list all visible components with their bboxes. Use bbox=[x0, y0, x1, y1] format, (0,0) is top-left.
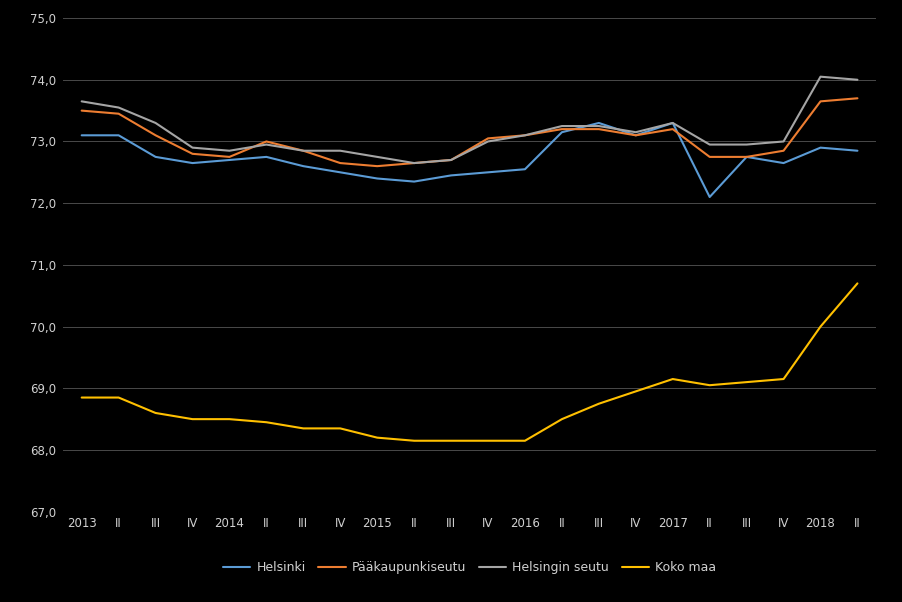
Pääkaupunkiseutu bbox=[519, 132, 529, 139]
Helsingin seutu bbox=[741, 141, 751, 148]
Koko maa bbox=[482, 437, 492, 444]
Koko maa bbox=[593, 400, 603, 408]
Pääkaupunkiseutu bbox=[113, 110, 124, 117]
Helsingin seutu bbox=[778, 138, 788, 145]
Pääkaupunkiseutu bbox=[556, 125, 566, 132]
Koko maa bbox=[815, 323, 825, 330]
Helsingin seutu bbox=[224, 147, 235, 154]
Helsingin seutu bbox=[704, 141, 714, 148]
Helsinki bbox=[667, 119, 677, 126]
Koko maa bbox=[224, 415, 235, 423]
Helsinki bbox=[630, 132, 640, 139]
Koko maa bbox=[372, 434, 382, 441]
Pääkaupunkiseutu bbox=[372, 163, 382, 170]
Helsingin seutu bbox=[261, 141, 272, 148]
Koko maa bbox=[261, 418, 272, 426]
Koko maa bbox=[851, 280, 862, 287]
Helsinki bbox=[113, 132, 124, 139]
Helsinki bbox=[261, 154, 272, 161]
Koko maa bbox=[446, 437, 456, 444]
Pääkaupunkiseutu bbox=[261, 138, 272, 145]
Koko maa bbox=[778, 376, 788, 383]
Helsingin seutu bbox=[372, 154, 382, 161]
Pääkaupunkiseutu bbox=[224, 154, 235, 161]
Helsingin seutu bbox=[409, 160, 419, 167]
Line: Helsinki: Helsinki bbox=[81, 123, 857, 197]
Pääkaupunkiseutu bbox=[446, 157, 456, 164]
Koko maa bbox=[519, 437, 529, 444]
Line: Koko maa: Koko maa bbox=[81, 284, 857, 441]
Helsingin seutu bbox=[298, 147, 308, 154]
Koko maa bbox=[113, 394, 124, 401]
Koko maa bbox=[630, 388, 640, 395]
Pääkaupunkiseutu bbox=[335, 160, 345, 167]
Pääkaupunkiseutu bbox=[298, 147, 308, 154]
Pääkaupunkiseutu bbox=[187, 150, 198, 158]
Pääkaupunkiseutu bbox=[778, 147, 788, 154]
Helsinki bbox=[372, 175, 382, 182]
Helsinki bbox=[556, 129, 566, 136]
Helsinki bbox=[778, 160, 788, 167]
Legend: Helsinki, Pääkaupunkiseutu, Helsingin seutu, Koko maa: Helsinki, Pääkaupunkiseutu, Helsingin se… bbox=[217, 556, 721, 580]
Helsingin seutu bbox=[519, 132, 529, 139]
Helsingin seutu bbox=[851, 76, 862, 84]
Pääkaupunkiseutu bbox=[482, 135, 492, 142]
Koko maa bbox=[187, 415, 198, 423]
Helsinki bbox=[335, 169, 345, 176]
Helsingin seutu bbox=[630, 129, 640, 136]
Helsingin seutu bbox=[446, 157, 456, 164]
Helsinki bbox=[519, 166, 529, 173]
Helsinki bbox=[593, 119, 603, 126]
Pääkaupunkiseutu bbox=[815, 98, 825, 105]
Helsingin seutu bbox=[667, 119, 677, 126]
Helsinki bbox=[187, 160, 198, 167]
Helsinki bbox=[704, 193, 714, 200]
Pääkaupunkiseutu bbox=[150, 132, 161, 139]
Helsinki bbox=[446, 172, 456, 179]
Pääkaupunkiseutu bbox=[409, 160, 419, 167]
Line: Pääkaupunkiseutu: Pääkaupunkiseutu bbox=[81, 98, 857, 166]
Koko maa bbox=[409, 437, 419, 444]
Koko maa bbox=[741, 379, 751, 386]
Pääkaupunkiseutu bbox=[667, 125, 677, 132]
Pääkaupunkiseutu bbox=[851, 95, 862, 102]
Koko maa bbox=[667, 376, 677, 383]
Helsingin seutu bbox=[593, 122, 603, 129]
Helsingin seutu bbox=[482, 138, 492, 145]
Helsinki bbox=[815, 144, 825, 151]
Koko maa bbox=[150, 409, 161, 417]
Line: Helsingin seutu: Helsingin seutu bbox=[81, 76, 857, 163]
Helsingin seutu bbox=[335, 147, 345, 154]
Helsinki bbox=[741, 154, 751, 161]
Helsingin seutu bbox=[556, 122, 566, 129]
Koko maa bbox=[76, 394, 87, 401]
Pääkaupunkiseutu bbox=[741, 154, 751, 161]
Pääkaupunkiseutu bbox=[704, 154, 714, 161]
Pääkaupunkiseutu bbox=[76, 107, 87, 114]
Helsingin seutu bbox=[76, 98, 87, 105]
Helsinki bbox=[482, 169, 492, 176]
Koko maa bbox=[556, 415, 566, 423]
Helsingin seutu bbox=[187, 144, 198, 151]
Helsingin seutu bbox=[815, 73, 825, 80]
Helsinki bbox=[76, 132, 87, 139]
Helsingin seutu bbox=[150, 119, 161, 126]
Pääkaupunkiseutu bbox=[593, 125, 603, 132]
Koko maa bbox=[335, 425, 345, 432]
Helsinki bbox=[150, 154, 161, 161]
Helsinki bbox=[224, 157, 235, 164]
Koko maa bbox=[298, 425, 308, 432]
Helsinki bbox=[298, 163, 308, 170]
Helsingin seutu bbox=[113, 104, 124, 111]
Koko maa bbox=[704, 382, 714, 389]
Helsinki bbox=[851, 147, 862, 154]
Pääkaupunkiseutu bbox=[630, 132, 640, 139]
Helsinki bbox=[409, 178, 419, 185]
